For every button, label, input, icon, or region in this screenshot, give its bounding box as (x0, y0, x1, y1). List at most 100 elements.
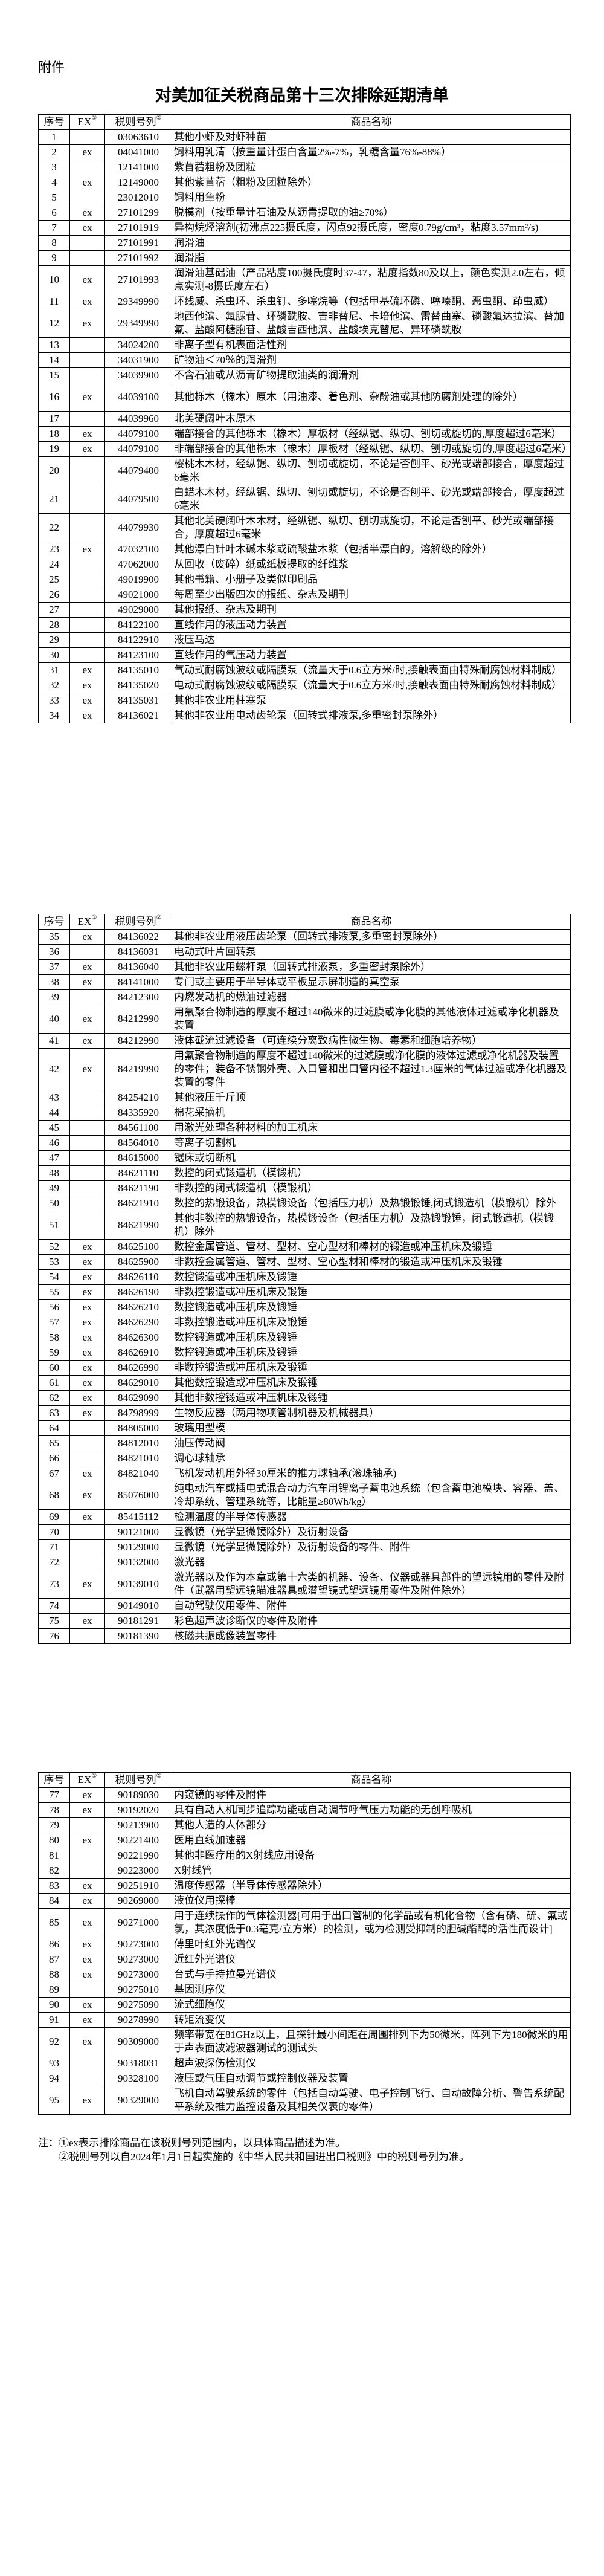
cell-ex (69, 160, 105, 175)
cell-ex: ex (69, 1330, 105, 1345)
header-code-label: 税则号列 (115, 1774, 156, 1785)
cell-code: 84626990 (104, 1360, 172, 1376)
cell-ex: ex (69, 1345, 105, 1361)
cell-code: 90223000 (104, 1863, 172, 1879)
cell-code: 27101991 (104, 235, 172, 251)
cell-ex: ex (69, 294, 105, 309)
table-header-row: 序号 EX① 税则号列② 商品名称 (38, 114, 571, 130)
table-row: 52 ex 84625100 数控金属管道、管材、型材、空心型材和棒材的锻造或冲压机床… (38, 1239, 571, 1255)
exclusion-table-page-2: 序号 EX① 税则号列② 商品名称 35 ex 84136022 其他非农业用液压齿轮泵（回转… (38, 914, 571, 1644)
cell-seq: 47 (38, 1150, 70, 1166)
cell-seq: 72 (38, 1555, 70, 1570)
cell-name: 其他非农业用电动齿轮泵（回转式排液泵,多重密封泵除外） (172, 708, 571, 723)
cell-ex (69, 1420, 105, 1436)
table-row: 78 ex 90192020 具有自动人机同步追踪功能或自动调节呼气压力功能的无创呼吸… (38, 1802, 571, 1818)
cell-seq: 67 (38, 1466, 70, 1481)
header-code: 税则号列② (104, 914, 172, 930)
header-code: 税则号列② (104, 1772, 172, 1788)
cell-name: 流式细胞仪 (172, 1997, 571, 2013)
cell-code: 90251910 (104, 1878, 172, 1894)
cell-ex (69, 1135, 105, 1151)
cell-ex: ex (69, 1613, 105, 1629)
cell-name: 转矩流变仪 (172, 2012, 571, 2028)
cell-code: 49021000 (104, 587, 172, 603)
cell-code: 90318031 (104, 2056, 172, 2071)
cell-code: 85415112 (104, 1509, 172, 1525)
cell-seq: 92 (38, 2027, 70, 2056)
cell-code: 27101299 (104, 205, 172, 221)
cell-seq: 76 (38, 1628, 70, 1644)
table-row: 60 ex 84626990 非数控锻造或冲压机床及锻锤 (38, 1360, 571, 1376)
cell-ex: ex (69, 1048, 105, 1090)
cell-name: 液压或气压自动调节或控制仪器及装置 (172, 2071, 571, 2086)
cell-code: 44039100 (104, 383, 172, 412)
cell-seq: 90 (38, 1997, 70, 2013)
cell-code: 90273000 (104, 1952, 172, 1967)
cell-code: 34024200 (104, 337, 172, 353)
cell-ex (69, 989, 105, 1005)
cell-ex: ex (69, 1967, 105, 1982)
cell-seq: 20 (38, 456, 70, 485)
cell-code: 84812010 (104, 1435, 172, 1451)
table-row: 41 ex 84212990 液体截流过滤设备（可连续分离致病性微生物、毒素和细胞培养… (38, 1033, 571, 1049)
cell-code: 84123100 (104, 647, 172, 663)
table-row: 43 84254210 其他液压千斤顶 (38, 1090, 571, 1105)
cell-name: 数控锻造或冲压机床及锻锤 (172, 1299, 571, 1315)
cell-code: 84219990 (104, 1048, 172, 1090)
table-row: 24 47062000 从回收（废碎）纸或纸板提取的纤维浆 (38, 557, 571, 572)
cell-name: 异构烷烃溶剂(初沸点225摄氏度，闪点92摄氏度，密度0.79g/cm³，粘度3… (172, 220, 571, 236)
cell-ex: ex (69, 220, 105, 236)
table-row: 57 ex 84626290 非数控锻造或冲压机床及锻锤 (38, 1315, 571, 1330)
table-header-row: 序号 EX① 税则号列② 商品名称 (38, 914, 571, 930)
cell-name: 其他液压千斤顶 (172, 1090, 571, 1105)
cell-code: 84122910 (104, 632, 172, 648)
cell-code: 34039900 (104, 367, 172, 383)
cell-name: 数控的闭式锻造机（模锻机） (172, 1165, 571, 1181)
cell-seq: 49 (38, 1180, 70, 1196)
cell-code: 84798999 (104, 1405, 172, 1421)
cell-code: 49019900 (104, 572, 172, 587)
cell-seq: 70 (38, 1524, 70, 1540)
cell-seq: 8 (38, 235, 70, 251)
cell-ex (69, 1180, 105, 1196)
cell-ex (69, 1817, 105, 1833)
cell-ex: ex (69, 144, 105, 160)
cell-ex: ex (69, 1239, 105, 1255)
cell-code: 84135010 (104, 662, 172, 678)
cell-code: 27101919 (104, 220, 172, 236)
header-name: 商品名称 (172, 114, 571, 130)
cell-seq: 43 (38, 1090, 70, 1105)
cell-ex: ex (69, 1269, 105, 1285)
cell-seq: 46 (38, 1135, 70, 1151)
cell-seq: 48 (38, 1165, 70, 1181)
table-row: 91 ex 90278990 转矩流变仪 (38, 2012, 571, 2028)
table-row: 64 84805000 玻璃用型模 (38, 1420, 571, 1436)
cell-seq: 31 (38, 662, 70, 678)
cell-name: 紫苜蓿粗粉及团粒 (172, 160, 571, 175)
cell-ex (69, 2071, 105, 2086)
table-row: 73 ex 90139010 激光器以及作为本章或第十六类的机器、设备、仪器或器具部件… (38, 1570, 571, 1599)
cell-name: 等离子切割机 (172, 1135, 571, 1151)
cell-seq: 14 (38, 352, 70, 368)
table-row: 92 ex 90309000 频率带宽在81GHz以上，且探针最小间距在周围排列下为5… (38, 2027, 571, 2056)
cell-name: 基因测序仪 (172, 1982, 571, 1998)
cell-code: 90192020 (104, 1802, 172, 1818)
cell-code: 84212990 (104, 1005, 172, 1034)
cell-code: 90139010 (104, 1570, 172, 1599)
cell-name: 电动式耐腐蚀波纹或隔膜泵（流量大于0.6立方米/时,接触表面由特殊耐腐蚀材料制成… (172, 678, 571, 693)
cell-ex (69, 647, 105, 663)
cell-seq: 62 (38, 1390, 70, 1406)
cell-name: 内燃发动机的燃油过滤器 (172, 989, 571, 1005)
cell-name: 脱模剂（按重量计石油及从沥青提取的油≥70%） (172, 205, 571, 221)
cell-name: 近红外光谱仪 (172, 1952, 571, 1967)
table-row: 2 ex 04041000 饲料用乳清（按重量计蛋白含量2%-7%，乳糖含量76%-8… (38, 144, 571, 160)
cell-name: 专门或主要用于半导体或平板显示屏制造的真空泵 (172, 974, 571, 990)
cell-code: 44039960 (104, 411, 172, 427)
cell-code: 84564010 (104, 1135, 172, 1151)
cell-ex (69, 1120, 105, 1136)
cell-code: 90278990 (104, 2012, 172, 2028)
cell-name: 润滑脂 (172, 250, 571, 266)
cell-ex: ex (69, 1802, 105, 1818)
table-row: 15 34039900 不含石油或从沥青矿物提取油类的润滑剂 (38, 367, 571, 383)
cell-name: 其他非医疗用的X射线应用设备 (172, 1848, 571, 1863)
